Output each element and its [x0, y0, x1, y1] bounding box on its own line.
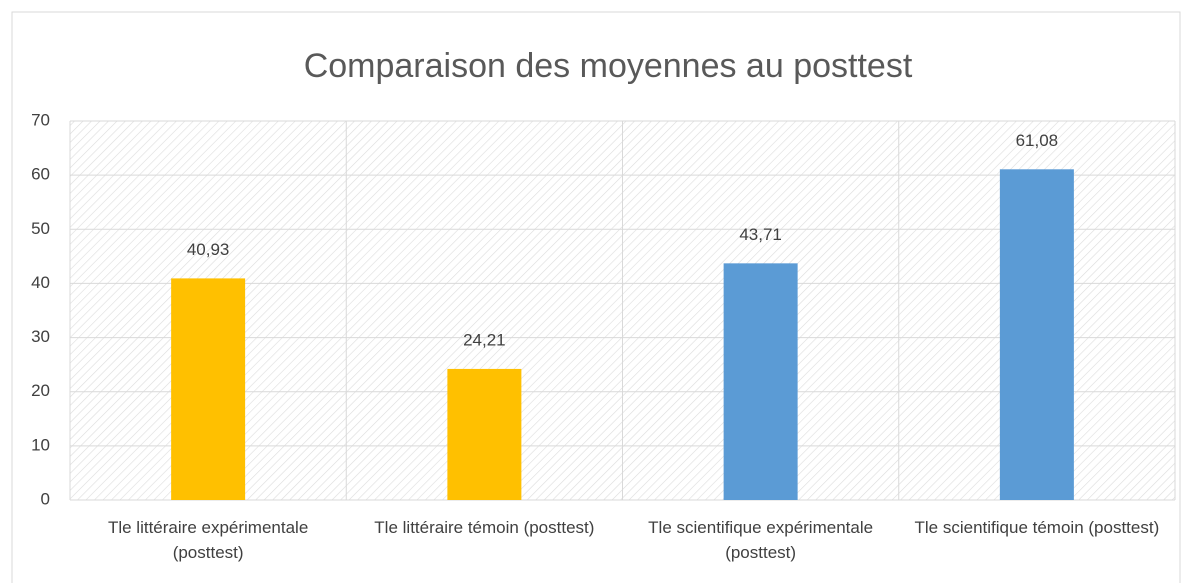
y-tick-label: 20 — [31, 381, 50, 400]
bar — [447, 368, 522, 500]
y-tick-label: 40 — [31, 273, 50, 292]
bar — [723, 263, 798, 500]
x-tick-label: Tle littéraire expérimentale (posttest) — [107, 518, 309, 562]
x-tick-label: Tle scientifique témoin (posttest) — [914, 518, 1160, 537]
y-tick-label: 70 — [31, 110, 50, 129]
x-tick-label: Tle littéraire témoin (posttest) — [374, 518, 595, 537]
y-tick-label: 60 — [31, 165, 50, 184]
chart-title: Comparaison des moyennes au posttest — [304, 47, 913, 85]
y-tick-label: 50 — [31, 219, 50, 238]
y-tick-label: 30 — [31, 327, 50, 346]
data-label: 43,71 — [739, 225, 782, 244]
y-tick-label: 10 — [31, 435, 50, 454]
data-label: 24,21 — [463, 330, 506, 349]
data-label: 61,08 — [1016, 131, 1059, 150]
x-tick-label: Tle scientifique expérimentale (posttest… — [648, 518, 874, 562]
y-tick-label: 0 — [41, 489, 50, 508]
data-label: 40,93 — [187, 240, 230, 259]
bar — [999, 169, 1074, 501]
bar — [171, 278, 246, 500]
